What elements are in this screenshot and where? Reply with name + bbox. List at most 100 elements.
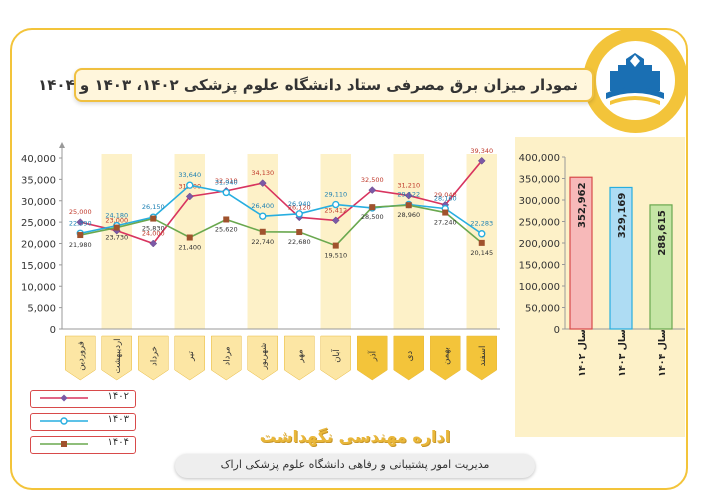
series-1403-data-label: 26,150 [142,203,165,211]
bar-y-tick-label: 0 [554,325,560,336]
x-tick-label: مهر [295,349,305,363]
x-tick-label: بهمن [441,347,451,365]
x-tick-label: فروردین [76,341,86,371]
series-1404-point [150,215,157,222]
series-1404-point [113,224,120,231]
series-1404-point [77,232,84,239]
y-tick-label: 10,000 [21,282,56,293]
series-1403-data-label: 28,160 [434,195,457,203]
x-tick-label: اردیبهشت [113,338,123,373]
month-tag [138,335,169,381]
series-1402-point [477,156,486,165]
series-1403-data-label: 22,390 [69,219,92,227]
series-1403-point [222,188,230,197]
series-1402-point [368,186,377,194]
legend-item-1403: ۱۴۰۳ [30,413,136,431]
series-1404-data-label: 19,510 [324,252,347,260]
series-1404-point [405,202,412,209]
bar-3 [649,204,673,330]
month-tag [174,335,205,381]
bar-y-tick-label: 200,000 [519,239,560,250]
legend-item-1404: ۱۴۰۴ [30,436,136,454]
x-tick-label: خرداد [149,346,159,366]
bar-y-tick-label: 150,000 [519,261,560,272]
series-1402-data-label: 24,000 [142,230,165,238]
month-tag [393,335,424,381]
series-1402-data-label: 25,412 [324,206,347,214]
bar-y-tick-label: 350,000 [519,175,560,186]
series-1402-point [149,239,158,248]
series-1404-data-label: 25,830 [142,225,165,233]
y-tick-label: 5,000 [27,304,56,315]
series-1402-data-label: 34,130 [251,169,274,177]
series-1404-point [296,229,303,236]
bar-y-tick-label: 250,000 [519,218,560,229]
y-tick-label: 25,000 [21,218,56,229]
x-tick-label: دی [405,351,415,362]
series-1404-point [223,216,230,223]
bar-category-label: سال ۱۴۰۲ [577,329,588,377]
column-stripe [101,154,132,329]
bar-1 [569,176,593,330]
series-1404-data-label: 25,620 [215,225,238,233]
month-tag [247,335,278,381]
bar-y-tick-label: 100,000 [519,282,560,293]
series-1404-data-label: 27,240 [434,219,457,227]
month-tag [65,335,96,381]
month-tag [430,335,461,381]
series-1404-point [369,204,376,211]
legend-label-1403: ۱۴۰۳ [107,414,129,425]
series-1403-data-label: 29,122 [397,191,420,199]
bar-value-label: 352,962 [577,182,588,228]
y-tick-label: 15,000 [21,261,56,272]
series-1403-data-label: 31,940 [215,178,238,186]
column-stripe [174,154,205,329]
y-tick-label: 20,000 [21,240,56,251]
y-tick-label: 35,000 [21,175,56,186]
series-1402-point [76,218,85,226]
series-1402-point [404,191,413,200]
series-1403-data-label: 26,940 [288,200,311,208]
series-1404-data-label: 23,730 [105,234,128,242]
bar-y-tick-label: 50,000 [525,304,560,315]
legend-item-1402: ۱۴۰۲ [30,390,136,408]
bar-category-label: سال ۱۴۰۴ [657,329,668,377]
bar-y-tick-label: 300,000 [519,196,560,207]
y-tick-label: 0 [50,325,56,336]
series-1404-data-label: 28,500 [361,213,384,221]
university-logo [596,41,675,120]
x-tick-label: شهریور [259,343,269,371]
y-tick-label: 40,000 [21,154,56,165]
bar-category-label: سال ۱۴۰۳ [617,329,628,377]
series-1402-data-label: 29,040 [434,191,457,199]
series-1404-point [332,242,339,249]
month-tag [284,335,315,381]
series-1403-point [332,200,340,209]
series-1402-data-label: 39,340 [470,147,493,155]
series-1404-point [259,228,266,235]
series-1403-point [478,230,486,238]
x-tick-label: مرداد [222,346,232,365]
series-1403-data-label: 33,640 [178,171,201,179]
series-1402-data-label: 26,120 [288,203,311,211]
bar-value-label: 288,615 [657,210,668,256]
x-tick-label: آذر [366,350,378,362]
footer-organization: مدیریت امور پشتیبانی و رفاهی دانشگاه علو… [220,458,490,471]
series-1404-point [442,209,449,216]
series-1402-data-label: 23,000 [105,217,128,225]
series-1404-data-label: 20,145 [470,249,493,257]
series-1402-point [185,192,194,201]
series-1402-data-label: 25,000 [69,208,92,216]
y-axis-arrow [59,142,65,148]
series-1402-point [331,216,340,225]
bar-value-label: 329,169 [617,193,628,239]
series-1402-point [258,179,267,187]
bar-y-tick-label: 400,000 [519,153,560,164]
series-1404-data-label: 22,680 [288,238,311,246]
series-1403-data-label: 24,180 [105,212,128,220]
month-tag [101,335,132,381]
series-1402-data-label: 31,210 [397,182,420,190]
bar-2 [609,186,633,330]
legend-label-1402: ۱۴۰۲ [107,391,129,402]
